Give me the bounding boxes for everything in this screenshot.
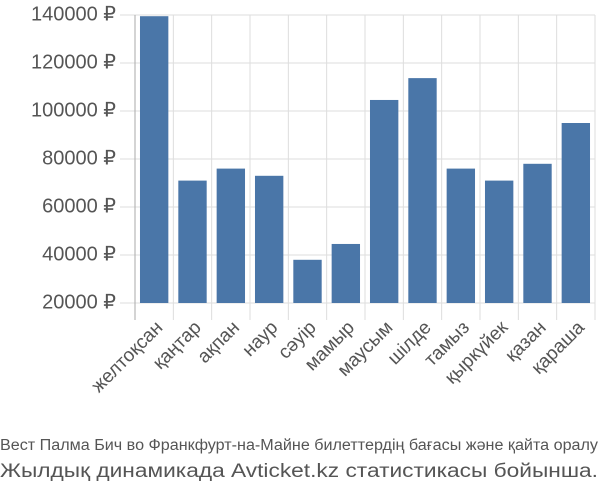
y-tick-label: 100000 ₽ (31, 99, 116, 121)
bar (254, 175, 284, 303)
bar (139, 16, 169, 303)
chart-title: Вест Палма Бич во Франкфурт-на-Майне бил… (0, 437, 598, 454)
bar (216, 168, 246, 303)
bar (178, 180, 207, 303)
y-tick-label: 20000 ₽ (42, 291, 116, 313)
x-tick-label: ақпан (194, 317, 244, 367)
chart-subtitle: Жылдық динамикада Avticket.kz статистика… (0, 461, 598, 482)
bar (446, 168, 476, 303)
y-tick-label: 40000 ₽ (42, 243, 116, 265)
bar (523, 163, 552, 303)
y-tick-label: 80000 ₽ (42, 147, 116, 169)
y-tick-label: 120000 ₽ (31, 51, 116, 73)
bar (484, 180, 514, 303)
bar (369, 99, 399, 304)
y-tick-label: 140000 ₽ (31, 3, 116, 25)
bar (561, 123, 591, 303)
x-tick-label: наур (239, 317, 283, 361)
bar (293, 259, 322, 303)
bar (331, 243, 361, 303)
bar (408, 78, 437, 304)
y-tick-label: 60000 ₽ (42, 195, 116, 217)
